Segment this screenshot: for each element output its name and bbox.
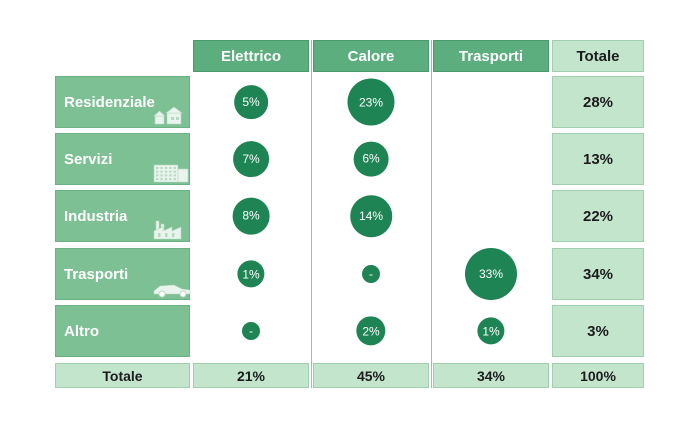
- value-bubble-elettrico: 1%: [237, 260, 265, 288]
- row-total: 13%: [552, 133, 644, 185]
- footer-total-elettrico: 21%: [193, 363, 309, 388]
- column-divider: [431, 40, 432, 388]
- row-header-servizi: Servizi: [55, 133, 190, 185]
- factory-icon: [153, 220, 182, 240]
- value-bubble-calore: 23%: [347, 78, 395, 126]
- column-divider: [311, 40, 312, 388]
- row-label: Industria: [64, 207, 128, 225]
- column-header-totale: Totale: [552, 40, 644, 72]
- value-bubble-trasporti: 1%: [477, 317, 505, 345]
- row-header-altro: Altro: [55, 305, 190, 357]
- footer-grand-total: 100%: [552, 363, 644, 388]
- value-bubble-calore: 6%: [353, 141, 389, 177]
- column-header-trasporti: Trasporti: [433, 40, 549, 72]
- row-label: Servizi: [64, 150, 113, 168]
- row-total: 22%: [552, 190, 644, 242]
- footer-label: Totale: [55, 363, 190, 388]
- row-total: 3%: [552, 305, 644, 357]
- car-icon: [153, 284, 191, 298]
- value-bubble-elettrico: 7%: [233, 141, 269, 177]
- row-header-residenziale: Residenziale: [55, 76, 190, 128]
- row-label: Altro: [64, 322, 99, 340]
- value-bubble-calore: 14%: [350, 195, 392, 237]
- row-label: Residenziale: [64, 93, 155, 111]
- value-bubble-elettrico: 8%: [232, 197, 270, 235]
- column-header-elettrico: Elettrico: [193, 40, 309, 72]
- value-bubble-calore: 2%: [356, 316, 386, 346]
- row-total: 28%: [552, 76, 644, 128]
- value-bubble-elettrico: -: [242, 322, 260, 340]
- value-bubble-calore: -: [362, 265, 380, 283]
- houses-icon: [153, 106, 183, 125]
- footer-total-trasporti: 34%: [433, 363, 549, 388]
- row-total: 34%: [552, 248, 644, 300]
- row-label: Trasporti: [64, 265, 129, 283]
- footer-total-calore: 45%: [313, 363, 429, 388]
- value-bubble-trasporti: 33%: [465, 248, 517, 300]
- office-building-icon: [153, 164, 189, 183]
- value-bubble-elettrico: 5%: [234, 85, 268, 119]
- column-header-calore: Calore: [313, 40, 429, 72]
